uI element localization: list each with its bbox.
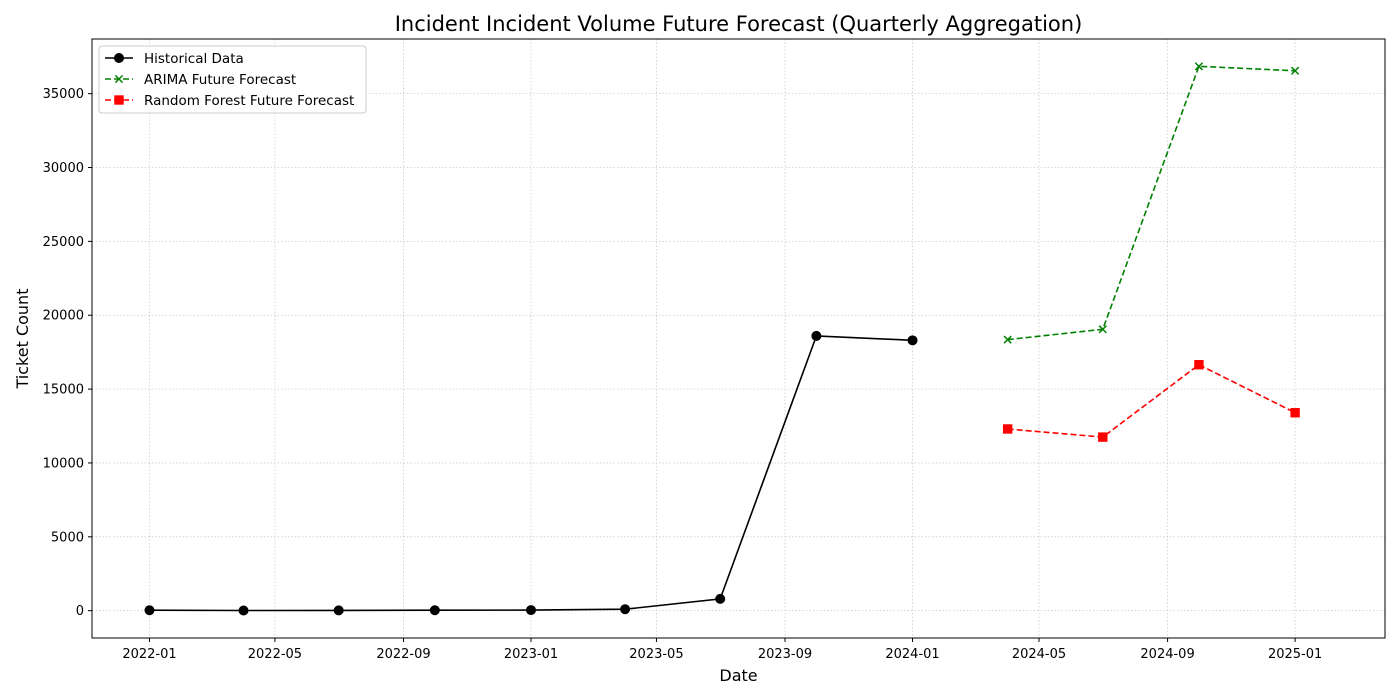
y-axis-label: Ticket Count — [13, 289, 32, 390]
legend-box — [98, 45, 367, 114]
chart-title: Incident Incident Volume Future Forecast… — [395, 12, 1083, 36]
marker-stroke — [114, 74, 124, 84]
x-tick-label: 2022-01 — [122, 647, 176, 662]
series-layer — [144, 62, 1300, 616]
y-tick-label: 5000 — [51, 530, 84, 545]
marker-stroke — [1098, 325, 1107, 334]
y-tick-label: 25000 — [43, 235, 84, 250]
data-point-random-forest — [1002, 424, 1013, 434]
data-point-arima — [1194, 62, 1204, 71]
marker-stroke — [1003, 335, 1012, 344]
series-random-forest — [1002, 360, 1300, 442]
data-point-historical — [715, 593, 726, 604]
series-line-arima — [1007, 65, 1296, 341]
x-tick-label: 2023-09 — [758, 647, 812, 662]
legend-marker-historical — [114, 53, 124, 63]
data-point-historical — [429, 605, 440, 616]
y-tick-label: 15000 — [43, 383, 84, 398]
data-point-arima — [1290, 66, 1300, 75]
data-point-historical — [907, 335, 918, 346]
data-point-historical — [620, 604, 631, 615]
marker-stroke — [1290, 66, 1300, 75]
x-tick-label: 2024-01 — [885, 647, 939, 662]
data-point-arima — [1003, 335, 1012, 344]
legend: Historical Data ARIMA Future Forecast Ra… — [98, 45, 367, 114]
data-point-random-forest — [1098, 432, 1108, 442]
y-tick-label: 20000 — [43, 309, 84, 324]
x-tick-label: 2022-09 — [376, 647, 430, 662]
y-tick-label: 35000 — [43, 87, 84, 102]
data-point-historical — [333, 605, 344, 616]
data-point-random-forest — [1290, 408, 1300, 418]
y-tick-label: 30000 — [43, 161, 84, 176]
x-tick-label: 2024-09 — [1140, 647, 1194, 662]
data-point-arima — [1098, 325, 1107, 334]
data-point-historical — [144, 605, 155, 616]
x-tick-label: 2024-05 — [1012, 647, 1066, 662]
data-point-historical — [526, 605, 537, 616]
series-line-random-forest — [1007, 363, 1296, 438]
data-point-historical — [238, 605, 249, 616]
legend-label-random-forest: Random Forest Future Forecast — [144, 93, 354, 109]
legend-marker-random-forest — [114, 95, 124, 105]
x-axis-label: Date — [719, 666, 757, 685]
series-historical — [144, 330, 918, 616]
y-tick-label: 0 — [76, 604, 84, 619]
marker-stroke — [1194, 62, 1204, 71]
x-tick-label: 2025-01 — [1268, 647, 1322, 662]
series-arima — [1003, 62, 1300, 344]
tick-layer: 2022-01 2022-05 2022-09 2023-01 2023-05 2023-… — [43, 87, 1323, 662]
data-point-historical — [811, 330, 822, 341]
x-tick-label: 2022-05 — [248, 647, 302, 662]
x-tick-label: 2023-01 — [504, 647, 558, 662]
x-tick-label: 2023-05 — [629, 647, 683, 662]
legend-label-arima: ARIMA Future Forecast — [144, 72, 296, 88]
legend-label-historical: Historical Data — [144, 51, 244, 67]
legend-marker-arima — [114, 74, 124, 84]
y-tick-label: 10000 — [43, 456, 84, 471]
plot-frame — [91, 38, 1386, 639]
data-point-random-forest — [1194, 360, 1204, 370]
